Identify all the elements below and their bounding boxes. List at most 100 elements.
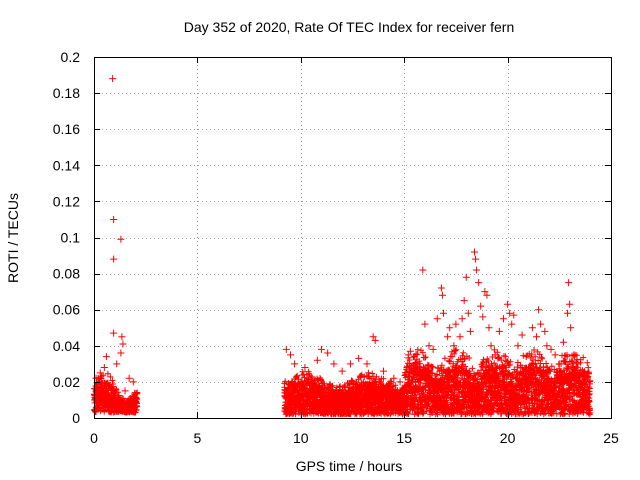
- data-point: [485, 324, 493, 332]
- data-point: [499, 315, 507, 323]
- data-point: [555, 360, 563, 368]
- x-tick-label: 25: [603, 430, 619, 446]
- data-point: [421, 320, 429, 328]
- data-point: [487, 342, 495, 350]
- y-tick-label: 0.16: [53, 121, 80, 137]
- data-point: [460, 297, 468, 305]
- data-point: [94, 400, 102, 408]
- data-point: [419, 266, 427, 274]
- data-point: [317, 345, 325, 353]
- data-point: [371, 336, 379, 344]
- data-point: [481, 288, 489, 296]
- data-point: [479, 313, 487, 321]
- data-point: [100, 363, 108, 371]
- grid-lines: [94, 57, 611, 418]
- data-point: [477, 302, 485, 310]
- data-point: [458, 315, 466, 323]
- data-point: [301, 363, 309, 371]
- data-point: [559, 338, 567, 346]
- data-point: [564, 309, 572, 317]
- data-point: [324, 349, 332, 357]
- data-point: [425, 342, 433, 350]
- data-point: [117, 349, 125, 357]
- x-tick-label: 5: [194, 430, 202, 446]
- data-point: [567, 324, 575, 332]
- data-point: [518, 331, 526, 339]
- y-axis-title: ROTI / TECUs: [5, 193, 21, 283]
- data-point: [570, 351, 578, 359]
- data-point: [125, 374, 133, 382]
- data-point: [413, 360, 421, 368]
- data-point: [582, 378, 590, 386]
- data-point: [574, 360, 582, 368]
- data-point: [462, 273, 470, 281]
- data-point: [464, 309, 472, 317]
- y-tick-label: 0.14: [53, 157, 80, 173]
- data-points: [92, 75, 590, 408]
- data-point: [369, 333, 377, 341]
- data-point: [380, 367, 388, 375]
- data-point: [541, 327, 549, 335]
- data-point: [475, 279, 483, 287]
- data-point: [286, 351, 294, 359]
- x-tick-label: 20: [500, 430, 516, 446]
- y-tick-label: 0.06: [53, 302, 80, 318]
- data-point: [109, 75, 117, 83]
- data-point: [92, 374, 100, 382]
- data-point: [282, 345, 290, 353]
- chart-title: Day 352 of 2020, Rate Of TEC Index for r…: [184, 19, 514, 35]
- x-axis-title: GPS time / hours: [296, 458, 403, 474]
- data-point: [438, 291, 446, 299]
- data-point: [406, 347, 414, 355]
- data-point: [313, 356, 321, 364]
- data-point: [338, 367, 346, 375]
- data-point: [578, 369, 586, 377]
- data-point: [437, 284, 445, 292]
- data-point: [96, 369, 104, 377]
- data-point: [129, 378, 137, 386]
- x-tick-label: 15: [396, 430, 412, 446]
- data-point: [117, 235, 125, 243]
- data-point: [110, 329, 118, 337]
- data-point: [466, 327, 474, 335]
- y-tick-label: 0.02: [53, 374, 80, 390]
- axis-ticks: [94, 57, 612, 419]
- data-point: [102, 353, 110, 361]
- data-point: [456, 333, 464, 341]
- data-point: [444, 333, 452, 341]
- data-point: [127, 396, 135, 404]
- data-point: [543, 342, 551, 350]
- data-point: [429, 345, 437, 353]
- y-tick-label: 0.18: [53, 85, 80, 101]
- x-tick-label: 0: [90, 430, 98, 446]
- data-point: [514, 342, 522, 350]
- y-tick-label: 0.12: [53, 193, 80, 209]
- y-tick-label: 0: [72, 410, 80, 426]
- data-point: [121, 387, 129, 395]
- data-point: [110, 215, 118, 223]
- data-point: [118, 333, 126, 341]
- x-tick-labels: 0 5 10 15 20 25: [90, 430, 619, 446]
- data-point: [346, 360, 354, 368]
- data-point: [452, 320, 460, 328]
- data-point: [472, 255, 480, 263]
- data-point: [363, 360, 371, 368]
- data-point: [551, 351, 559, 359]
- data-point: [565, 279, 573, 287]
- data-point: [537, 320, 545, 328]
- y-tick-label: 0.04: [53, 338, 80, 354]
- data-point: [506, 309, 514, 317]
- data-point: [433, 315, 441, 323]
- data-point: [330, 360, 338, 368]
- data-point: [535, 306, 543, 314]
- y-tick-labels: 0 0.02 0.04 0.06 0.08 0.1 0.12 0.14 0.16 0.18 0.2: [53, 49, 80, 426]
- data-point: [566, 300, 574, 308]
- data-point: [355, 354, 363, 362]
- data-point: [471, 248, 479, 256]
- data-point: [508, 320, 516, 328]
- data-point: [504, 300, 512, 308]
- data-point: [547, 345, 555, 353]
- data-point: [510, 311, 518, 319]
- data-point: [119, 340, 127, 348]
- data-point: [495, 327, 503, 335]
